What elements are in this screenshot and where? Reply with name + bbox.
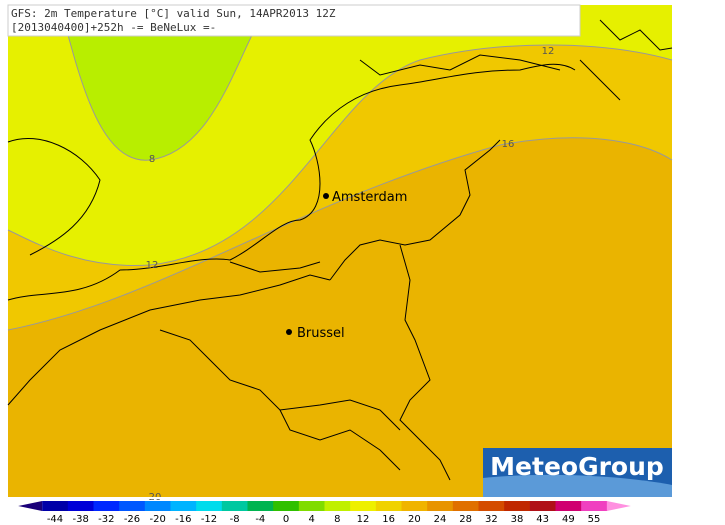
contour-label: 12 [542,46,555,57]
zone-18 [8,137,672,497]
legend-label: 55 [588,514,601,525]
logo-swoosh [483,474,672,497]
legend-swatch [67,501,94,511]
isoline [7,137,673,331]
legend-label: 28 [459,514,472,525]
legend-swatch [196,501,223,511]
legend-label: 20 [408,514,421,525]
legend-swatch [504,501,531,511]
map-edge [8,497,672,499]
legend-label: 38 [511,514,524,525]
legend-label: 49 [562,514,575,525]
contour-label: 16 [502,139,515,150]
coastline [359,19,673,101]
header-line: GFS: 2m Temperature [°C] valid Sun, 14AP… [11,7,336,20]
isoline [7,44,673,267]
legend-label: 16 [382,514,395,525]
legend-swatch [170,501,197,511]
legend-swatch [221,501,248,511]
legend-swatch [427,501,454,511]
legend-label: 24 [434,514,447,525]
legend-swatch [452,501,479,511]
city-label: Amsterdam [332,190,407,205]
legend-swatch [581,501,608,511]
logo-text: MeteoGroup [490,452,664,481]
city-label: Brussel [297,326,345,341]
legend-swatch [529,501,556,511]
legend-swatch [324,501,351,511]
header-line: [2013040400]+252h -= BeNeLux =- [11,21,216,34]
contour-label: 8 [149,154,155,165]
legend-swatch [298,501,325,511]
legend-label: 4 [308,514,314,525]
contour-label: 12 [146,260,159,271]
legend-label: 8 [334,514,340,525]
legend-label: -32 [98,514,114,525]
legend-label: -44 [47,514,63,525]
legend-swatch [478,501,505,511]
legend-label: 12 [357,514,370,525]
legend-label: -20 [149,514,165,525]
legend-swatch [555,501,582,511]
legend-swatch [273,501,300,511]
legend-swatch [401,501,428,511]
legend-label: -26 [124,514,140,525]
legend-swatch [42,501,69,511]
legend-label: -38 [72,514,88,525]
legend-label: 32 [485,514,498,525]
legend-swatch [375,501,402,511]
city-dot [323,193,329,199]
isoline [59,4,271,161]
city-dot [286,329,292,335]
legend-label: -4 [255,514,265,525]
header-box [7,4,581,37]
legend-label: 0 [283,514,289,525]
border [7,139,501,481]
legend: -44 -38 -32 -26 -20 -16 -12 -8 -4 0 4 8 12 16 20 24 28 32… [18,501,631,525]
legend-swatch [119,501,146,511]
legend-label: 43 [536,514,549,525]
legend-swatch [247,501,274,511]
legend-swatch [144,501,171,511]
legend-swatch [350,501,377,511]
legend-arrow [606,501,631,511]
map: Amsterdam Brussel 8 12 12 16 20 [7,4,673,503]
legend-label: -8 [230,514,240,525]
coastline [7,63,576,301]
legend-label: -12 [201,514,217,525]
legend-arrow [18,501,43,511]
legend-label: -16 [175,514,191,525]
legend-swatch [93,501,120,511]
zone-8 [60,5,270,161]
border [279,409,401,471]
